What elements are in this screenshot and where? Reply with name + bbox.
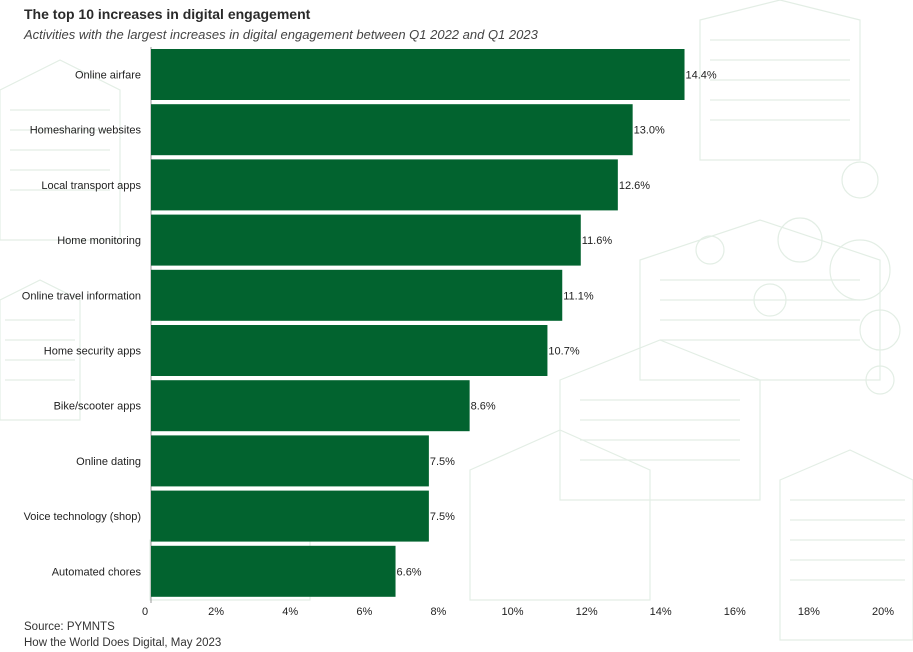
category-label: Online airfare (75, 70, 141, 82)
data-label: 7.5% (430, 456, 455, 468)
bar (151, 49, 685, 100)
x-tick-label: 16% (724, 606, 746, 618)
x-tick-label: 12% (576, 606, 598, 618)
bar (151, 325, 548, 376)
data-label: 11.1% (563, 290, 594, 302)
data-label: 10.7% (548, 346, 579, 358)
x-tick-label: 14% (650, 606, 672, 618)
x-tick-label: 18% (798, 606, 820, 618)
category-label: Voice technology (shop) (24, 511, 141, 523)
category-label: Online travel information (22, 290, 141, 302)
data-label: 12.6% (619, 180, 650, 192)
x-tick-label: 8% (430, 606, 446, 618)
x-tick-label: 20% (872, 606, 894, 618)
x-tick-label: 10% (501, 606, 523, 618)
source-note: Source: PYMNTS (24, 621, 115, 633)
bar (151, 490, 429, 542)
data-label: 13.0% (634, 125, 665, 137)
data-label: 6.6% (397, 566, 422, 578)
category-label: Online dating (76, 456, 141, 468)
data-label: 8.6% (471, 401, 496, 413)
chart-subtitle: Activities with the largest increases in… (24, 27, 538, 42)
bar (151, 159, 618, 211)
category-label: Home monitoring (57, 235, 141, 247)
publication-note: How the World Does Digital, May 2023 (24, 637, 222, 649)
bar (151, 435, 429, 487)
x-tick-label: 0 (142, 606, 148, 618)
data-label: 11.6% (582, 235, 613, 247)
x-tick-label: 4% (282, 606, 298, 618)
bar (151, 269, 563, 321)
chart-title: The top 10 increases in digital engageme… (24, 6, 311, 22)
x-tick-label: 2% (208, 606, 224, 618)
category-label: Homesharing websites (30, 125, 142, 137)
data-label: 14.4% (686, 70, 717, 82)
bar (151, 104, 633, 156)
x-tick-label: 6% (356, 606, 372, 618)
category-label: Automated chores (52, 566, 142, 578)
category-label: Home security apps (44, 346, 142, 358)
bar (151, 380, 470, 432)
category-label: Local transport apps (41, 180, 141, 192)
bar (151, 545, 396, 597)
bar (151, 214, 581, 266)
data-label: 7.5% (430, 511, 455, 523)
category-label: Bike/scooter apps (54, 401, 142, 413)
